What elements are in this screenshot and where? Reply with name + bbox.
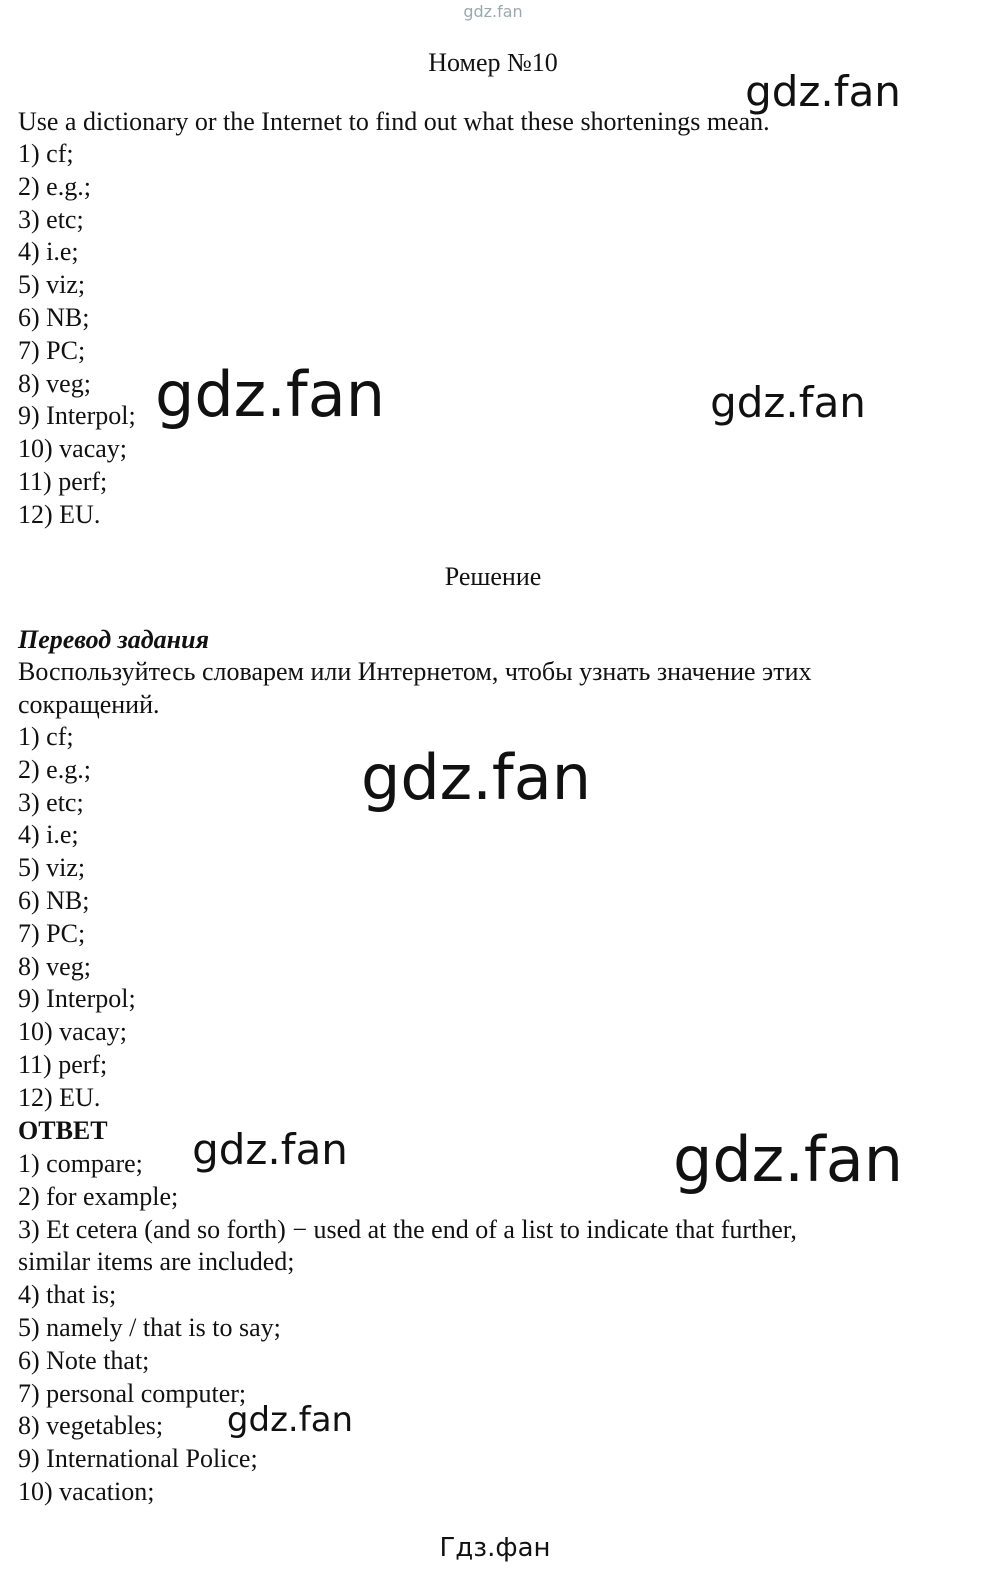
translated-item: 5) viz;	[18, 853, 86, 883]
answer-line: 5) namely / that is to say;	[18, 1313, 281, 1342]
translated-item: 8) veg;	[18, 951, 91, 981]
translated-item: 11) perf;	[18, 1050, 108, 1079]
translated-item: 7) PC;	[18, 918, 86, 948]
answer-line: 6) Note that;	[18, 1345, 150, 1375]
task-item: 6) NB;	[18, 303, 90, 332]
translation-line: Воспользуйтесь словарем или Интернетом, …	[18, 657, 812, 686]
instruction: Use a dictionary or the Internet to find…	[18, 107, 770, 136]
task-item: 1) cf;	[18, 139, 74, 168]
task-item: 8) veg;	[18, 368, 91, 398]
title: Номер №10	[428, 48, 558, 77]
answer-line: 10) vacation;	[18, 1477, 155, 1506]
solution-heading: Решение	[444, 562, 542, 591]
task-item: 3) etc;	[18, 204, 84, 234]
translated-item: 9) Interpol;	[18, 984, 136, 1014]
answer-line: 1) compare;	[18, 1149, 143, 1178]
translation-line: сокращений.	[18, 690, 160, 719]
task-item: 12) EU.	[18, 499, 101, 529]
watermark: gdz.fan	[226, 1400, 354, 1440]
translated-item: 12) EU.	[18, 1082, 101, 1112]
translated-item: 1) cf;	[18, 722, 74, 751]
answer-line: 9) International Police;	[18, 1444, 258, 1474]
answer-line: 2) for example;	[18, 1181, 179, 1211]
task-item: 4) i.e;	[18, 237, 79, 267]
task-item: 10) vacay;	[18, 434, 128, 464]
task-item: 2) e.g.;	[18, 171, 91, 201]
answer-line: 3) Et cetera (and so forth) − used at th…	[18, 1214, 797, 1244]
task-item: 5) viz;	[18, 270, 86, 300]
watermark: gdz.fan	[672, 1123, 904, 1196]
translated-item: 2) e.g.;	[18, 754, 91, 784]
answer-line: 8) vegetables;	[18, 1411, 164, 1441]
watermark: gdz.fan	[360, 741, 592, 814]
answer-heading: ОТВЕТ	[18, 1116, 108, 1145]
watermark: gdz.fan	[154, 358, 386, 431]
task-item: 9) Interpol;	[18, 401, 136, 431]
answer-line: 7) personal computer;	[18, 1378, 247, 1408]
translated-item: 10) vacay;	[18, 1017, 128, 1047]
top-watermark: gdz.fan	[463, 2, 523, 21]
watermark: gdz.fan	[192, 1125, 348, 1174]
translated-item: 3) etc;	[18, 787, 84, 817]
footer: Гдз.фан	[439, 1533, 551, 1563]
answer-line: similar items are included;	[18, 1247, 295, 1277]
answer-line: 4) that is;	[18, 1280, 117, 1310]
translated-item: 6) NB;	[18, 886, 90, 915]
translation-heading: Перевод задания	[18, 625, 209, 654]
watermark: gdz.fan	[745, 67, 901, 116]
task-item: 11) perf;	[18, 467, 108, 496]
translated-item: 4) i.e;	[18, 820, 79, 850]
watermark: gdz.fan	[710, 378, 866, 427]
task-item: 7) PC;	[18, 335, 86, 365]
